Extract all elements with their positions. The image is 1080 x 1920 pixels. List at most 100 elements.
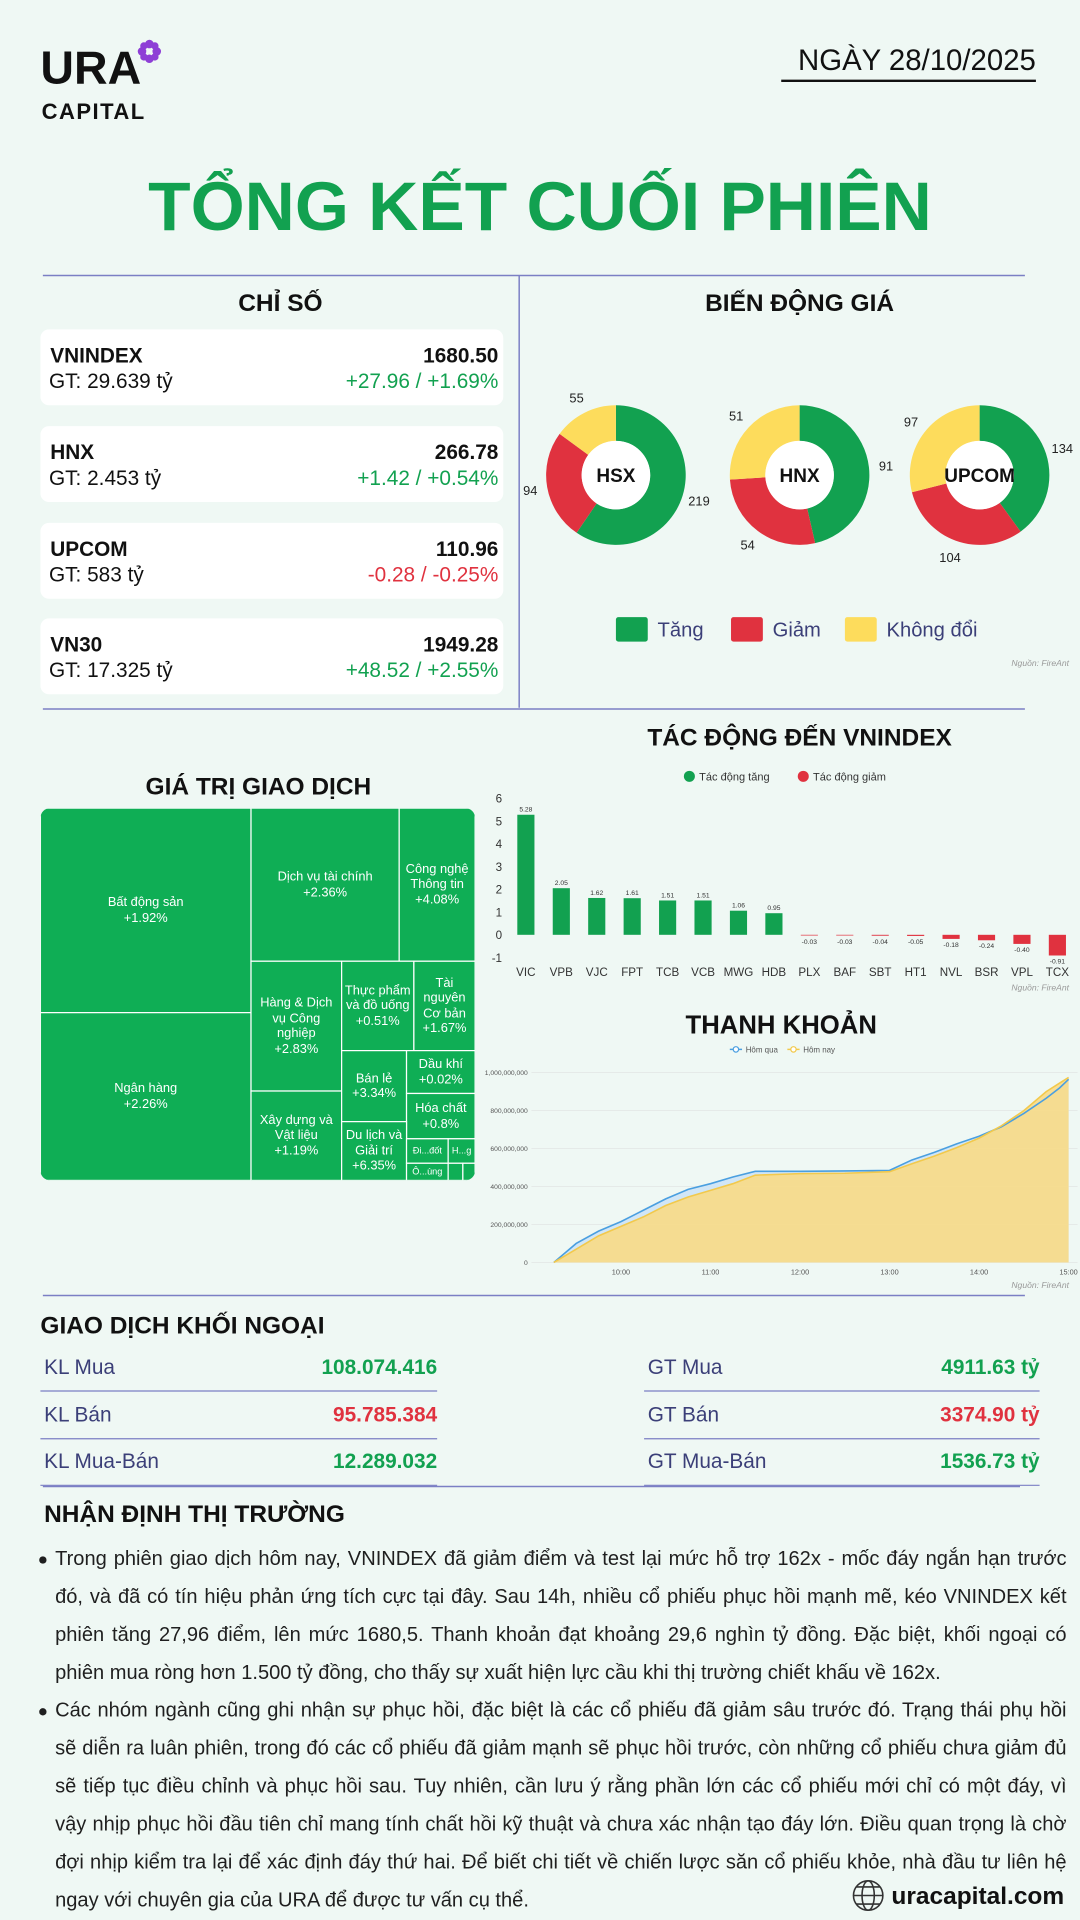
donut-slice	[911, 483, 1021, 545]
tile-label: Dịch vụ tài chính	[277, 869, 373, 885]
slice-label: 97	[904, 415, 918, 430]
line	[553, 1078, 1070, 1264]
legend-label: Giảm	[773, 620, 821, 642]
donut-slice	[909, 405, 980, 493]
trade-value: 3374.90 tỷ	[940, 1404, 1040, 1427]
trade-value: 1536.73 tỷ	[940, 1450, 1040, 1473]
index-change: +27.96 / +1.69%	[346, 370, 499, 393]
donut-slice	[979, 405, 1050, 532]
tile-change: +0.02%	[418, 1072, 463, 1087]
donut-slice	[729, 405, 800, 480]
treemap-tile	[250, 808, 400, 962]
bar	[942, 934, 960, 939]
trade-label: KL Bán	[44, 1404, 111, 1427]
index-value: 110.96	[436, 538, 498, 561]
legend-marker	[790, 1046, 797, 1053]
index-name: HNX	[50, 441, 94, 464]
tile-change: +3.34%	[352, 1086, 397, 1101]
trade-value: 108.074.416	[321, 1356, 437, 1379]
index-value: 1680.50	[423, 344, 498, 367]
x-tick-label: TCX	[1046, 966, 1069, 979]
legend-label: Hôm qua	[746, 1045, 779, 1054]
trade-value: 4911.63 tỷ	[941, 1356, 1040, 1379]
tile-label: Bán lẻ	[355, 1070, 393, 1086]
tile-label: Thực phẩm và đồ uống	[344, 982, 411, 1013]
bar-value-label: 2.05	[555, 880, 568, 887]
legend-label: Hôm nay	[803, 1045, 835, 1054]
bullet-dot	[39, 1708, 47, 1716]
bar	[871, 934, 889, 936]
index-turnover: GT: 17.325 tỷ	[49, 659, 173, 682]
source-note: Nguồn: FireAnt	[1011, 658, 1069, 668]
main-title: TỔNG KẾT CUỐI PHIÊN	[148, 168, 932, 245]
slice-label: 134	[1052, 441, 1073, 456]
x-tick-label: HT1	[905, 966, 927, 979]
treemap	[40, 808, 476, 1181]
index-turnover: GT: 29.639 tỷ	[49, 370, 173, 393]
source-note: Nguồn: FireAnt	[1011, 983, 1069, 993]
treemap-tile	[341, 960, 415, 1052]
x-tick-label: 10:00	[612, 1268, 630, 1277]
x-tick-label: BAF	[833, 966, 856, 979]
y-tick-label: 2	[496, 884, 502, 897]
tile-change: +1.92%	[123, 910, 168, 926]
slice-label: 219	[688, 494, 709, 509]
donut-hole	[945, 440, 1014, 510]
x-tick-label: VCB	[691, 966, 715, 979]
trade-value: 12.289.032	[333, 1450, 437, 1473]
outlook-text: Trong phiên giao dịch hôm nay, VNINDEX đ…	[39, 1540, 1067, 1920]
legend-swatch	[615, 617, 648, 642]
tile-label-box: H...g	[448, 1139, 475, 1163]
treemap-tile	[398, 808, 476, 962]
y-tick-label: 1,000,000,000	[485, 1070, 528, 1077]
bar-value-label: 1.61	[626, 890, 639, 897]
legend-dot	[683, 770, 695, 782]
tile-label: Dầu khí	[418, 1056, 463, 1072]
logo: URA	[40, 41, 141, 93]
y-tick-label: 5	[496, 815, 502, 828]
donut-hole	[765, 440, 834, 510]
x-tick-label: TCB	[656, 966, 679, 979]
tile-label-box: Ô...ùng	[407, 1163, 449, 1180]
section-title: NHẬN ĐỊNH THỊ TRƯỜNG	[44, 1500, 345, 1528]
donut-center-label: UPCOM	[944, 466, 1015, 487]
y-tick-label: -1	[492, 952, 502, 965]
tile-change: +2.83%	[274, 1041, 319, 1057]
tile-change: +1.67%	[422, 1021, 467, 1036]
bar-value-label: 1.62	[590, 890, 603, 897]
section-title: CHỈ SỐ	[238, 288, 322, 317]
slice-label: 94	[523, 483, 537, 498]
bar	[623, 898, 641, 935]
trade-value: 95.785.384	[333, 1404, 438, 1427]
bar	[517, 814, 535, 935]
bar-value-label: -0.03	[802, 939, 818, 946]
tile-label: Hàng & Dịch vụ Công nghiệp	[260, 995, 333, 1041]
bar	[977, 934, 996, 941]
bar	[659, 900, 677, 935]
bar	[765, 913, 783, 935]
bar	[1013, 934, 1031, 944]
x-tick-label: VIC	[516, 966, 535, 979]
donut-slice	[546, 433, 597, 533]
source-note: Nguồn: FireAnt	[1011, 1280, 1069, 1290]
x-tick-label: VPL	[1011, 966, 1034, 979]
bullet-paragraph: Trong phiên giao dịch hôm nay, VNINDEX đ…	[39, 1540, 1067, 1692]
tile-label-box: Hóa chất +0.8%	[407, 1093, 476, 1138]
bar-value-label: -0.18	[943, 942, 959, 949]
y-tick-label: 1	[496, 906, 502, 919]
bar	[836, 934, 854, 936]
tile-label: Hóa chất	[415, 1100, 467, 1116]
x-tick-label: NVL	[940, 966, 963, 979]
y-tick-label: 200,000,000	[490, 1222, 528, 1229]
tile-label: Đi...đốt	[412, 1144, 442, 1156]
y-tick-label: 3	[496, 861, 502, 874]
globe-icon	[852, 1880, 884, 1912]
line	[553, 1076, 1070, 1264]
index-name: UPCOM	[50, 538, 127, 561]
tile-label: Ngân hàng	[114, 1081, 178, 1096]
chart-title: TÁC ĐỘNG ĐẾN VNINDEX	[647, 724, 952, 752]
tile-change: +2.36%	[303, 884, 348, 900]
